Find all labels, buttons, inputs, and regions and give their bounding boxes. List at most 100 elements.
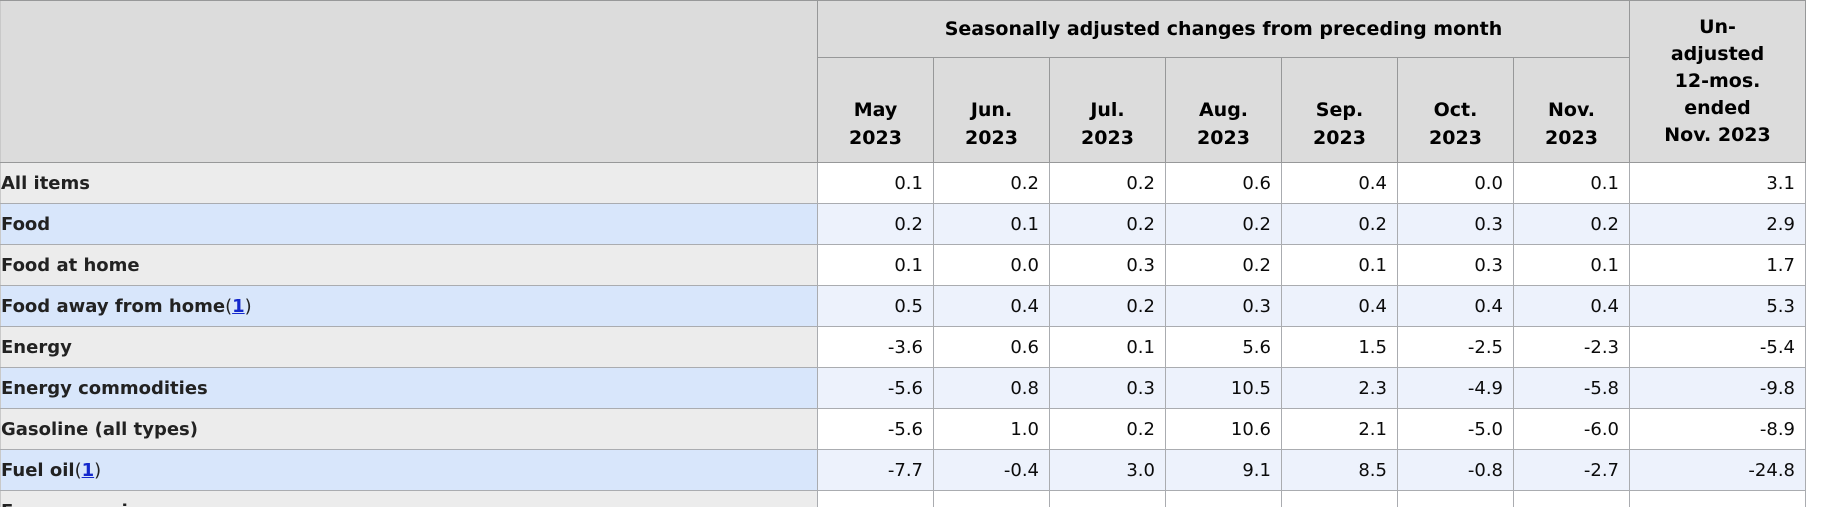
- data-cell: [1513, 490, 1630, 507]
- data-cell: [933, 490, 1050, 507]
- row-label-cell: Food: [0, 203, 818, 245]
- row-label-cell: Energy commodities: [0, 367, 818, 409]
- footnote-1-link[interactable]: 1: [232, 295, 245, 317]
- data-cell: 0.1: [1513, 162, 1630, 204]
- month-year: 2023: [1313, 127, 1366, 149]
- table-row-energy: Energy -3.6 0.6 0.1 5.6 1.5 -2.5 -2.3 -5…: [0, 326, 1806, 368]
- data-cell: 0.2: [1049, 162, 1166, 204]
- row-label: Energy commodities: [1, 377, 208, 399]
- data-cell: -6.0: [1513, 408, 1630, 450]
- corner-header-cell: [0, 0, 818, 163]
- unadjusted-line-4: ended: [1684, 97, 1751, 119]
- row-label-cell: Energy: [0, 326, 818, 368]
- data-cell: 0.1: [817, 162, 934, 204]
- data-cell: 10.6: [1165, 408, 1282, 450]
- column-header-oct-2023: Oct. 2023: [1397, 57, 1514, 163]
- column-header-sep-2023: Sep. 2023: [1281, 57, 1398, 163]
- data-cell: 9.1: [1165, 449, 1282, 491]
- data-cell: 0.0: [1397, 162, 1514, 204]
- row-label: Gasoline (all types): [1, 418, 198, 440]
- data-cell: 0.2: [1049, 203, 1166, 245]
- data-cell: 0.2: [1165, 244, 1282, 286]
- data-cell: 0.4: [1397, 285, 1514, 327]
- yoy-cell: 3.1: [1629, 162, 1806, 204]
- band-header-label: Seasonally adjusted changes from precedi…: [944, 18, 1503, 40]
- column-header-may-2023: May 2023: [817, 57, 934, 163]
- data-cell: 0.4: [1513, 285, 1630, 327]
- data-cell: 0.4: [1281, 162, 1398, 204]
- month-year: 2023: [1081, 127, 1134, 149]
- month-headers-row: May 2023 Jun. 2023 Jul. 2023 Aug. 2023 Sep. 2…: [1, 57, 1806, 163]
- data-cell: -5.0: [1397, 408, 1514, 450]
- month-year: 2023: [965, 127, 1018, 149]
- data-cell: 0.3: [1049, 367, 1166, 409]
- data-cell: 0.2: [1281, 203, 1398, 245]
- yoy-cell: [1629, 490, 1806, 507]
- column-header-jul-2023: Jul. 2023: [1049, 57, 1166, 163]
- unadjusted-line-5: Nov. 2023: [1664, 124, 1771, 146]
- data-cell: 0.2: [1049, 408, 1166, 450]
- data-cell: 0.2: [1165, 203, 1282, 245]
- data-cell: 0.3: [1397, 203, 1514, 245]
- data-cell: -5.6: [817, 367, 934, 409]
- row-label-cell: Energy services: [0, 490, 818, 507]
- data-cell: [1049, 490, 1166, 507]
- data-cell: -5.6: [817, 408, 934, 450]
- data-cell: -7.7: [817, 449, 934, 491]
- row-label: Food away from home: [1, 295, 226, 317]
- month-year: 2023: [1197, 127, 1250, 149]
- footnote-paren-close: ): [244, 295, 252, 317]
- unadjusted-line-3: 12-mos.: [1674, 70, 1761, 92]
- data-cell: 0.1: [817, 244, 934, 286]
- data-cell: [1281, 490, 1398, 507]
- data-cell: 0.3: [1397, 244, 1514, 286]
- data-cell: 0.8: [933, 367, 1050, 409]
- data-cell: 0.1: [1049, 326, 1166, 368]
- unadjusted-column-header: Un- adjusted 12-mos. ended Nov. 2023: [1629, 0, 1806, 163]
- data-cell: 0.4: [933, 285, 1050, 327]
- data-cell: 0.6: [1165, 162, 1282, 204]
- table-row-energy-commodities: Energy commodities -5.6 0.8 0.3 10.5 2.3…: [0, 367, 1806, 409]
- data-cell: 0.2: [817, 203, 934, 245]
- data-cell: -3.6: [817, 326, 934, 368]
- month-year: 2023: [1545, 127, 1598, 149]
- row-label-cell: Food away from home(1): [0, 285, 818, 327]
- data-cell: -0.8: [1397, 449, 1514, 491]
- footnote-paren-open: (: [74, 459, 82, 481]
- table-row-food-away-from-home: Food away from home(1) 0.5 0.4 0.2 0.3 0…: [0, 285, 1806, 327]
- data-cell: 8.5: [1281, 449, 1398, 491]
- month-name: Aug.: [1198, 99, 1249, 121]
- table-row-fuel-oil: Fuel oil(1) -7.7 -0.4 3.0 9.1 8.5 -0.8 -…: [0, 449, 1806, 491]
- table-row-all-items: All items 0.1 0.2 0.2 0.6 0.4 0.0 0.1 3.…: [0, 162, 1806, 204]
- table-row-food: Food 0.2 0.1 0.2 0.2 0.2 0.3 0.2 2.9: [0, 203, 1806, 245]
- row-label: Food: [1, 213, 51, 235]
- column-header-aug-2023: Aug. 2023: [1165, 57, 1282, 163]
- month-name: Jun.: [970, 99, 1013, 121]
- data-cell: -2.5: [1397, 326, 1514, 368]
- table-row-food-at-home: Food at home 0.1 0.0 0.3 0.2 0.1 0.3 0.1…: [0, 244, 1806, 286]
- yoy-cell: -9.8: [1629, 367, 1806, 409]
- data-cell: -0.4: [933, 449, 1050, 491]
- data-cell: 0.2: [933, 162, 1050, 204]
- data-cell: 2.1: [1281, 408, 1398, 450]
- month-year: 2023: [1429, 127, 1482, 149]
- month-name: Nov.: [1547, 99, 1595, 121]
- data-cell: 0.1: [1513, 244, 1630, 286]
- month-name: Sep.: [1315, 99, 1364, 121]
- data-cell: 5.6: [1165, 326, 1282, 368]
- month-name: Jul.: [1090, 99, 1125, 121]
- month-name: Oct.: [1433, 99, 1478, 121]
- data-cell: -2.7: [1513, 449, 1630, 491]
- data-cell: -5.8: [1513, 367, 1630, 409]
- data-cell: 10.5: [1165, 367, 1282, 409]
- data-cell: 0.1: [1281, 244, 1398, 286]
- footnote-paren-open: (: [225, 295, 233, 317]
- row-label-cell: Gasoline (all types): [0, 408, 818, 450]
- footnote-1-link[interactable]: 1: [81, 459, 95, 481]
- yoy-cell: 2.9: [1629, 203, 1806, 245]
- row-label-cell: All items: [0, 162, 818, 204]
- data-cell: 1.0: [933, 408, 1050, 450]
- data-cell: 0.4: [1281, 285, 1398, 327]
